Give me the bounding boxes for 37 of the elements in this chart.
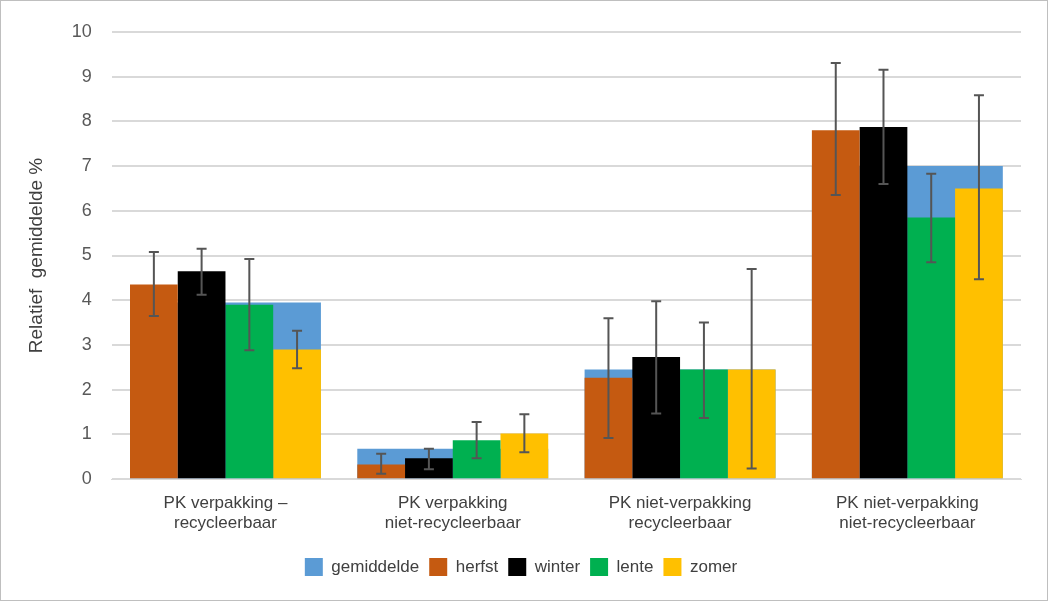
bar	[452, 440, 501, 479]
bar	[955, 188, 1003, 479]
legend-label: zomer	[689, 556, 738, 576]
y-tick-label: 0	[81, 468, 92, 489]
bar	[859, 127, 908, 479]
bar	[273, 349, 321, 479]
legend-label: lente	[616, 556, 654, 576]
y-axis-title: Relatief gemiddelde %	[24, 157, 46, 354]
bar	[130, 284, 178, 479]
bar	[632, 357, 681, 479]
bar	[225, 304, 274, 479]
bar	[907, 217, 956, 479]
x-tick-label: PK verpakking – recycleerbaar	[163, 493, 288, 533]
y-tick-label: 6	[81, 199, 92, 220]
y-tick-label: 3	[81, 333, 92, 354]
bar	[500, 433, 549, 479]
y-tick-label: 1	[81, 423, 92, 444]
bar	[584, 377, 633, 479]
y-tick-label: 7	[81, 154, 92, 175]
y-tick-label: 5	[81, 244, 92, 265]
bar	[405, 458, 453, 479]
bar	[727, 369, 776, 479]
y-tick-label: 2	[81, 378, 92, 399]
y-tick-label: 8	[81, 110, 92, 131]
x-tick-label: PK verpakking niet-recycleerbaar	[384, 493, 522, 533]
x-tick-label: PK niet-verpakking recycleerbaar	[608, 493, 752, 533]
y-tick-label: 4	[81, 289, 92, 310]
bar	[177, 271, 226, 479]
legend-label: winter	[533, 556, 581, 576]
y-tick-label: 10	[71, 20, 92, 41]
legend-label: gemiddelde	[331, 556, 420, 576]
bar	[811, 130, 860, 479]
x-tick-label: PK niet-verpakking niet-recycleerbaar	[836, 493, 979, 533]
bar	[680, 369, 728, 479]
legend-label: herfst	[455, 556, 499, 576]
bar	[357, 464, 406, 479]
y-tick-label: 9	[81, 65, 92, 86]
